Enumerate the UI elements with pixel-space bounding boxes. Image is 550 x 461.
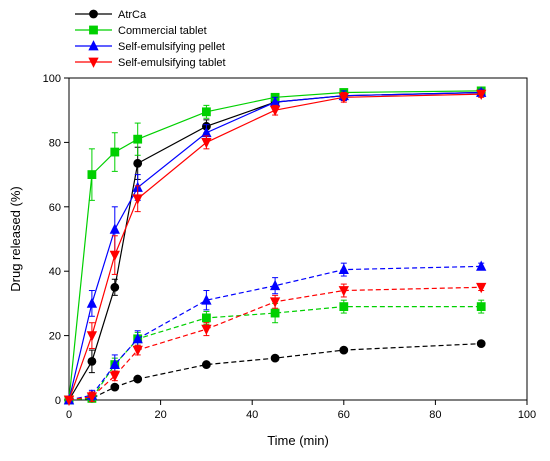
x-tick-label: 0 [66, 409, 72, 421]
data-point [476, 339, 486, 349]
data-point [201, 294, 212, 305]
data-point [339, 302, 349, 312]
data-point [110, 382, 120, 392]
series-self-emulsifying-tablet-dashed [63, 282, 487, 406]
series-self-emulsifying-pellet-dashed [63, 260, 487, 405]
y-tick-label: 100 [43, 73, 61, 85]
data-point [338, 92, 349, 104]
data-point [201, 313, 211, 323]
data-point [201, 137, 212, 149]
series-layer [63, 86, 487, 406]
series-line [68, 91, 482, 401]
legend-item: Self-emulsifying pellet [75, 40, 225, 53]
legend-item: Self-emulsifying tablet [75, 57, 226, 69]
series-line [68, 90, 482, 401]
data-point [86, 331, 98, 342]
legend-marker [89, 25, 98, 35]
series-line [68, 306, 482, 401]
data-point [338, 263, 349, 274]
x-tick-label: 80 [429, 409, 441, 421]
data-point [269, 279, 281, 291]
y-tick-label: 60 [49, 202, 61, 214]
x-tick-label: 60 [338, 409, 350, 421]
series-line [68, 93, 482, 401]
plot-frame [68, 77, 528, 401]
data-point [269, 105, 281, 117]
data-point [339, 345, 349, 355]
series-self-emulsifying-tablet-solid [63, 89, 487, 406]
series-line [68, 343, 482, 401]
data-point [109, 250, 120, 261]
y-axis-title: Drug released (%) [8, 186, 23, 292]
data-point [109, 358, 120, 369]
data-point [63, 395, 75, 406]
x-tick-label: 20 [154, 409, 166, 421]
legend-item: Commercial tablet [75, 25, 207, 37]
data-point [87, 356, 97, 366]
x-tick-label: 40 [246, 409, 258, 421]
data-point [132, 332, 143, 344]
data-point [476, 282, 487, 294]
legend-item: AtrCa [75, 9, 147, 21]
y-tick-label: 80 [49, 137, 61, 149]
data-point [201, 360, 211, 369]
data-point [476, 260, 487, 271]
data-point [132, 345, 143, 356]
data-point [86, 297, 98, 308]
data-point [270, 308, 280, 318]
x-axis-title: Time (min) [267, 433, 329, 448]
data-point [476, 302, 486, 312]
data-point [201, 324, 212, 336]
data-point [109, 223, 120, 234]
series-commercial-tablet-dashed [64, 299, 486, 405]
legend-label: Commercial tablet [118, 25, 207, 37]
data-point [476, 89, 487, 100]
legend-marker [88, 40, 99, 51]
data-point [87, 170, 97, 180]
data-point [132, 194, 143, 205]
data-point [133, 374, 143, 384]
data-point [110, 282, 120, 292]
y-tick-label: 20 [49, 331, 61, 343]
legend-label: Self-emulsifying pellet [118, 41, 225, 53]
data-point [133, 134, 143, 144]
data-point [201, 107, 211, 117]
x-tick-label: 100 [518, 409, 536, 421]
data-point [270, 353, 280, 363]
legend: AtrCa Commercial tablet Self-emulsifying p… [75, 9, 226, 69]
y-tick-label: 0 [55, 395, 61, 407]
data-point [338, 286, 349, 297]
data-point [109, 371, 120, 382]
axis-ticks: 0 20 40 60 80 100 0 20 40 60 80 100 [43, 73, 537, 421]
legend-label: AtrCa [118, 9, 147, 21]
data-point [110, 147, 120, 157]
data-point [86, 392, 98, 403]
legend-marker [88, 57, 99, 68]
legend-label: Self-emulsifying tablet [118, 57, 226, 69]
data-point [269, 297, 281, 308]
legend-marker [89, 9, 98, 19]
y-tick-label: 40 [49, 266, 61, 278]
data-point [133, 158, 143, 168]
